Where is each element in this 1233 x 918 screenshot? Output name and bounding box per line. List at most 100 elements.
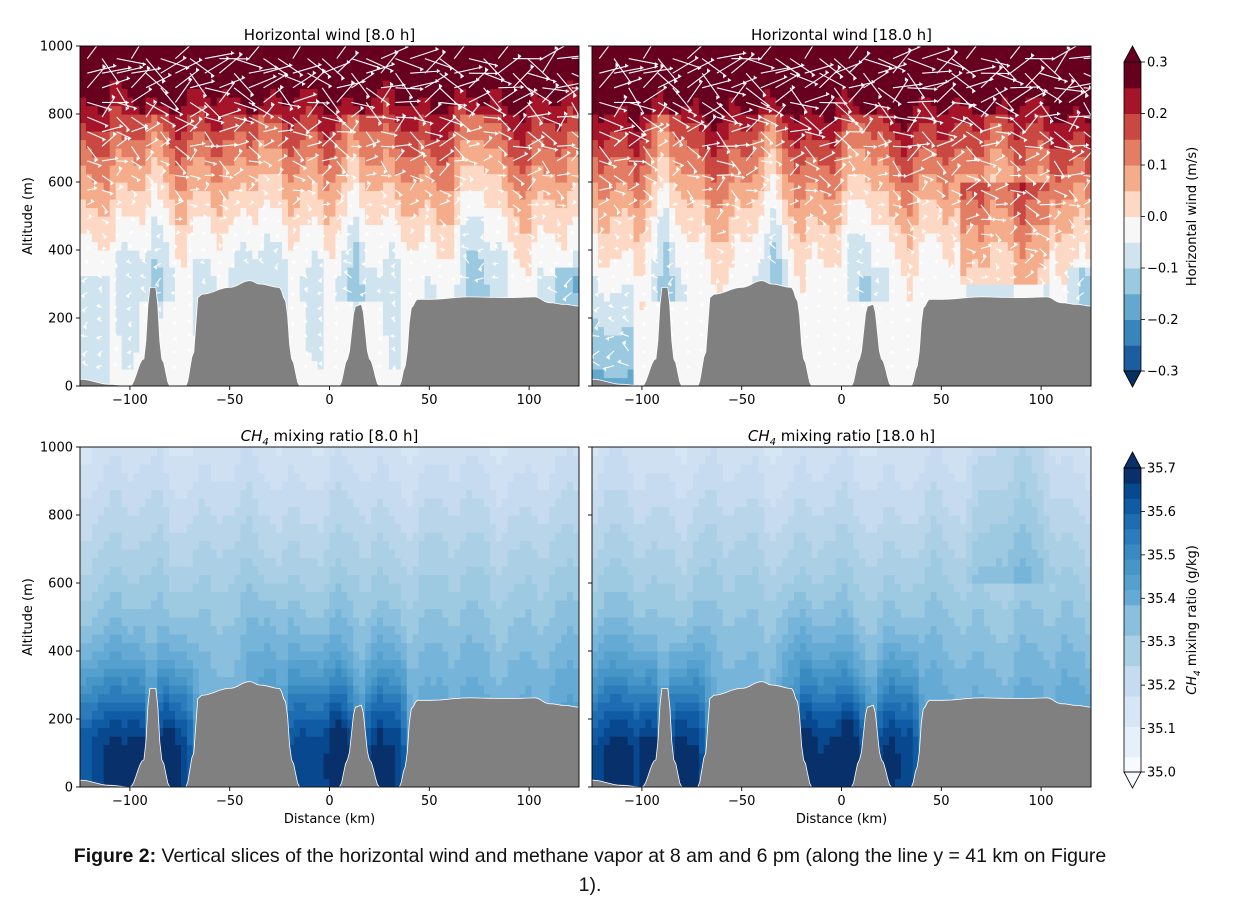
field-cell xyxy=(561,88,568,98)
field-cell xyxy=(592,267,599,277)
field-cell xyxy=(472,190,479,200)
field-cell xyxy=(501,207,509,217)
field-cell xyxy=(169,301,176,311)
field-cell xyxy=(228,267,236,277)
field-cell xyxy=(489,173,497,183)
wind-arrow xyxy=(116,58,147,65)
field-cell xyxy=(472,224,479,234)
wind-arrowhead xyxy=(119,124,123,129)
wind-arrowhead xyxy=(572,181,576,187)
wind-arrowhead xyxy=(463,177,467,182)
field-cell xyxy=(603,63,611,73)
wind-arrowhead xyxy=(116,215,120,221)
field-cell xyxy=(639,46,647,56)
field-cell xyxy=(329,275,337,285)
wind-arrowhead xyxy=(485,67,489,72)
field-cell xyxy=(91,80,99,90)
field-cell xyxy=(175,360,182,370)
field-cell xyxy=(633,54,641,64)
field-cell xyxy=(234,80,241,90)
wind-arrowhead xyxy=(390,68,394,74)
field-cell xyxy=(133,80,140,90)
field-cell xyxy=(418,165,426,175)
wind-arrow xyxy=(380,51,399,74)
field-cell xyxy=(400,343,408,353)
wind-arrowhead xyxy=(376,65,381,71)
field-cell xyxy=(448,182,455,192)
wind-arrow xyxy=(336,145,351,158)
field-cell xyxy=(633,258,641,268)
wind-arrow xyxy=(131,88,153,103)
field-cell xyxy=(424,250,432,260)
field-cell xyxy=(264,182,271,192)
field-cell xyxy=(270,139,277,149)
field-cell xyxy=(567,267,574,277)
wind-arrowhead xyxy=(479,125,483,130)
field-cell xyxy=(163,360,170,370)
field-cell xyxy=(305,258,313,268)
field-cell xyxy=(597,54,605,64)
wind-arrow xyxy=(365,182,371,191)
field-cell xyxy=(377,148,384,158)
field-cell xyxy=(311,224,319,234)
field-cell xyxy=(127,275,135,285)
field-cell xyxy=(525,148,533,158)
field-cell xyxy=(597,233,605,243)
field-cell xyxy=(561,97,568,107)
field-cell xyxy=(621,71,629,81)
field-cell xyxy=(276,114,283,124)
wind-arrowhead xyxy=(373,171,377,176)
field-cell xyxy=(264,114,271,124)
field-cell xyxy=(448,233,455,243)
field-cell xyxy=(91,114,99,124)
field-cell xyxy=(299,207,307,217)
wind-arrowhead xyxy=(240,167,244,172)
field-cell xyxy=(246,258,253,268)
field-cell xyxy=(478,105,485,115)
field-cell xyxy=(228,199,236,209)
field-cell xyxy=(592,284,599,294)
wind-arrow xyxy=(571,145,579,150)
wind-arrowhead xyxy=(389,81,394,87)
field-cell xyxy=(633,182,641,192)
wind-arrowhead xyxy=(573,199,577,205)
field-cell xyxy=(489,275,497,285)
field-cell xyxy=(139,182,146,192)
field-cell xyxy=(311,335,319,345)
field-cell xyxy=(323,250,331,260)
wind-arrow xyxy=(334,336,338,339)
wind-arrowhead xyxy=(378,337,382,342)
field-cell xyxy=(293,335,301,345)
wind-arrow xyxy=(497,160,507,169)
field-cell xyxy=(121,165,129,175)
field-cell xyxy=(418,233,426,243)
field-cell xyxy=(371,54,378,64)
field-cell xyxy=(85,97,93,107)
wind-arrowhead xyxy=(273,248,277,254)
wind-arrowhead xyxy=(289,276,293,281)
field-cell xyxy=(270,190,277,200)
field-cell xyxy=(91,284,99,294)
field-cell xyxy=(460,54,467,64)
field-cell xyxy=(442,105,449,115)
field-cell xyxy=(489,190,497,200)
field-cell xyxy=(109,292,117,302)
field-cell xyxy=(329,284,337,294)
field-cell xyxy=(240,131,247,141)
field-cell xyxy=(246,207,253,217)
field-cell xyxy=(549,46,556,56)
field-cell xyxy=(204,88,212,98)
field-cell xyxy=(276,190,283,200)
wind-arrow xyxy=(343,271,352,279)
field-cell xyxy=(317,352,325,362)
field-cell xyxy=(365,139,372,149)
wind-arrow xyxy=(160,101,184,116)
field-cell xyxy=(281,199,289,209)
field-cell xyxy=(175,216,182,226)
field-cell xyxy=(597,131,605,141)
field-cell xyxy=(317,131,325,141)
field-cell xyxy=(80,343,87,353)
field-cell xyxy=(293,114,301,124)
wind-arrowhead xyxy=(587,117,590,121)
field-cell xyxy=(97,250,105,260)
